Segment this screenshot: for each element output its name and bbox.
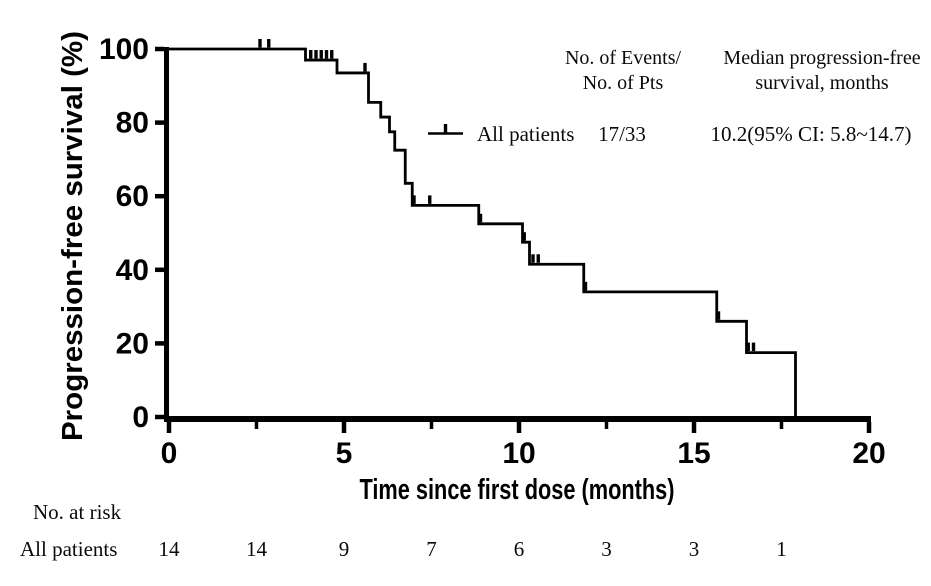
- legend-symbol: [428, 124, 463, 135]
- km-step-path: [169, 47, 797, 417]
- y-tick-label: 20: [116, 327, 149, 360]
- y-tick-label: 100: [99, 33, 149, 66]
- x-tick-label: 0: [161, 437, 178, 470]
- at-risk-count: 3: [601, 537, 612, 561]
- x-axis-title: Time since first dose (months): [360, 474, 675, 506]
- survival-curve: [169, 47, 797, 417]
- at-risk-caption: No. at risk: [33, 500, 122, 524]
- median-col-header-line1: Median progression-free: [723, 47, 920, 69]
- at-risk-row-label: All patients: [20, 537, 117, 561]
- events-value: 17/33: [598, 122, 646, 146]
- at-risk-counts: 14 14 9 7 6 3 3 1: [159, 537, 787, 561]
- y-tick-label: 60: [116, 180, 149, 213]
- at-risk-count: 9: [339, 537, 350, 561]
- x-tick-label: 15: [677, 437, 710, 470]
- at-risk-count: 7: [426, 537, 437, 561]
- y-tick-label: 0: [132, 401, 149, 434]
- at-risk-count: 1: [776, 537, 787, 561]
- events-col-header-line1: No. of Events/: [565, 47, 682, 69]
- at-risk-count: 3: [689, 537, 700, 561]
- axes: [155, 46, 872, 433]
- at-risk-count: 14: [246, 537, 268, 561]
- legend-series-label: All patients: [477, 122, 574, 146]
- y-tick-label: 40: [116, 254, 149, 287]
- x-tick-label: 5: [336, 437, 353, 470]
- at-risk-count: 14: [159, 537, 181, 561]
- y-axis-title: Progression-free survival (%): [57, 31, 89, 441]
- censor-marks: [258, 39, 756, 352]
- x-tick-label: 20: [852, 437, 885, 470]
- y-tick-labels: 0 20 40 60 80 100: [99, 33, 149, 434]
- events-col-header-line2: No. of Pts: [583, 72, 664, 94]
- x-tick-labels: 0 5 10 15 20: [161, 437, 886, 470]
- median-col-header-line2: survival, months: [755, 72, 889, 94]
- median-value: 10.2(95% CI: 5.8~14.7): [711, 122, 912, 146]
- y-tick-label: 80: [116, 107, 149, 140]
- at-risk-count: 6: [514, 537, 525, 561]
- x-tick-label: 10: [502, 437, 535, 470]
